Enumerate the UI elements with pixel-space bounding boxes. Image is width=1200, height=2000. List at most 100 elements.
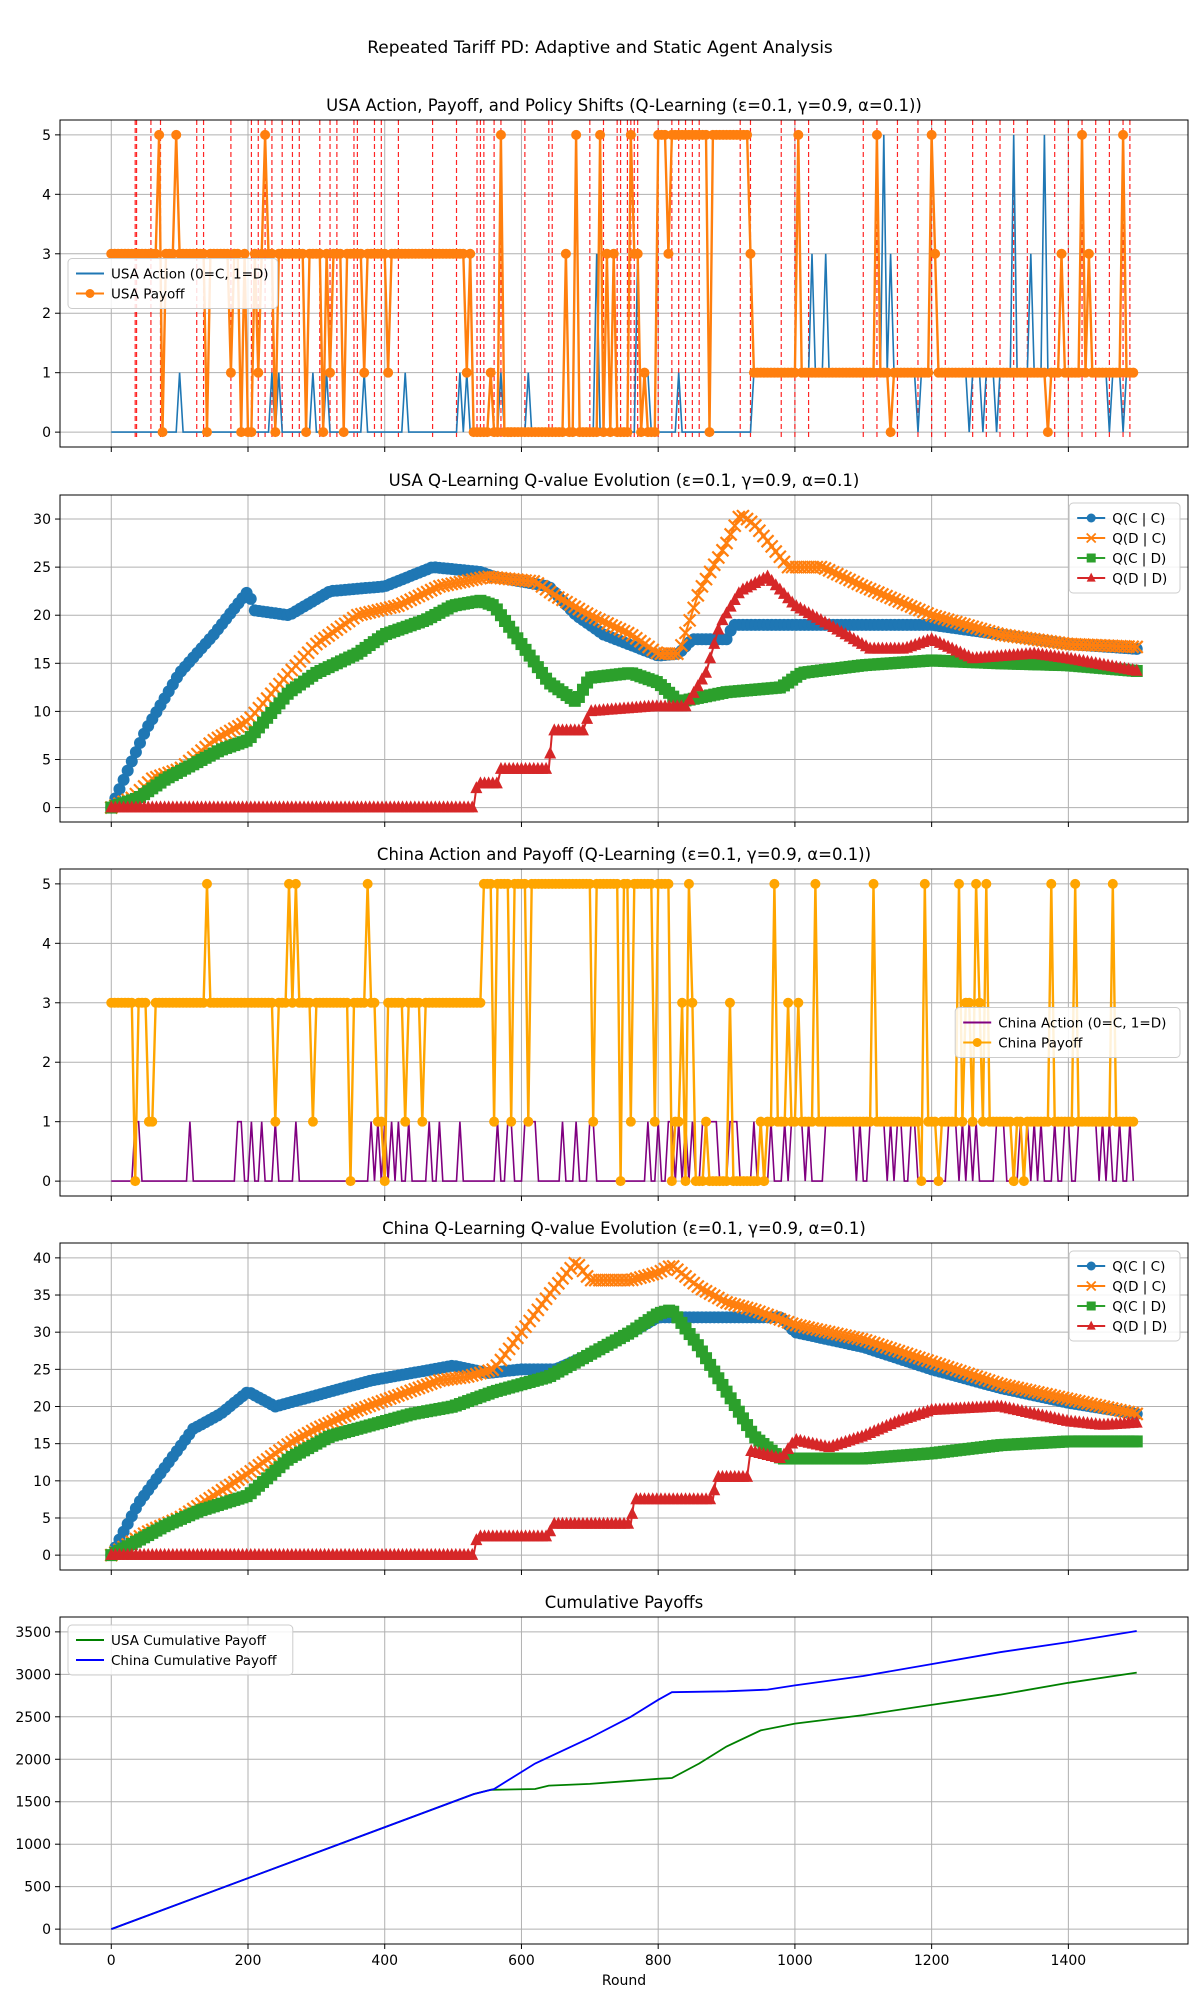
x-axis-label: Round — [602, 1973, 646, 1989]
data-point — [1047, 1389, 1062, 1403]
data-point — [140, 997, 151, 1008]
data-point — [129, 746, 142, 759]
data-point — [953, 1364, 968, 1379]
data-point — [544, 746, 557, 759]
data-point — [700, 665, 713, 678]
data-point — [740, 1301, 754, 1315]
data-point — [506, 1116, 517, 1127]
data-point — [1042, 427, 1053, 438]
data-point — [117, 773, 130, 786]
data-point — [490, 776, 503, 789]
data-point — [701, 1116, 712, 1127]
data-point — [1118, 129, 1129, 140]
data-point — [225, 367, 236, 378]
data-point — [227, 721, 242, 736]
plot-area — [106, 120, 1139, 439]
data-point — [293, 1430, 307, 1445]
data-point — [1066, 1116, 1077, 1127]
data-point — [755, 1116, 766, 1127]
data-point — [663, 248, 674, 259]
data-point — [1088, 1398, 1103, 1412]
legend-marker — [972, 1038, 982, 1047]
data-point — [1008, 1176, 1019, 1187]
data-point — [580, 606, 594, 621]
data-point — [779, 1116, 790, 1127]
data-point — [584, 609, 598, 623]
data-point — [130, 1176, 141, 1187]
data-point — [908, 601, 923, 616]
data-point — [604, 618, 619, 633]
y-tick-label: 5 — [42, 1511, 51, 1527]
data-point — [904, 1348, 918, 1362]
data-point — [301, 1426, 315, 1441]
data-point — [523, 1116, 534, 1127]
data-point — [154, 129, 165, 140]
series-3 — [105, 594, 1143, 814]
data-point — [633, 1270, 648, 1285]
data-point — [712, 622, 725, 635]
data-point — [994, 1377, 1009, 1392]
series-1 — [105, 561, 1143, 814]
data-point — [822, 563, 836, 578]
data-point — [287, 997, 298, 1008]
data-point — [249, 248, 260, 259]
data-point — [359, 997, 370, 1008]
data-point — [752, 1305, 767, 1319]
data-point — [157, 427, 168, 438]
data-point — [417, 1116, 428, 1127]
data-point — [1076, 1395, 1091, 1410]
data-point — [892, 1344, 906, 1358]
data-point — [1104, 1116, 1115, 1127]
data-point — [807, 1116, 817, 1127]
data-point — [868, 878, 879, 889]
y-tick-label: 40 — [33, 1251, 51, 1267]
y-tick-label: 0 — [42, 1548, 51, 1564]
axes-frame — [59, 119, 1189, 448]
data-point — [636, 427, 647, 438]
data-point — [846, 575, 861, 589]
data-point — [716, 613, 729, 626]
data-point — [1019, 1383, 1033, 1397]
data-point — [687, 685, 700, 698]
y-tick-label: 10 — [33, 1474, 51, 1490]
data-point — [834, 1328, 849, 1342]
series-line — [110, 1671, 1137, 1930]
data-point — [822, 1325, 836, 1339]
data-point — [863, 582, 877, 597]
data-point — [950, 1116, 961, 1127]
data-point — [495, 129, 506, 140]
data-point — [801, 1320, 816, 1335]
data-point — [703, 565, 717, 579]
data-point — [773, 1312, 787, 1327]
data-point — [622, 427, 633, 438]
data-point — [908, 1349, 923, 1364]
data-point — [933, 1357, 947, 1372]
data-point — [719, 1295, 734, 1310]
data-point — [637, 1269, 652, 1284]
data-point — [707, 1288, 722, 1303]
legend-label: USA Cumulative Payoff — [111, 1633, 267, 1649]
y-tick-label: 2500 — [15, 1710, 51, 1726]
data-point — [871, 1337, 886, 1352]
subplot-title: USA Q-Learning Q-value Evolution (ε=0.1,… — [389, 471, 860, 490]
y-tick-label: 500 — [24, 1880, 51, 1896]
data-point — [777, 1314, 791, 1328]
y-tick-label: 1 — [42, 366, 51, 382]
data-point — [724, 599, 737, 612]
data-point — [1015, 1116, 1026, 1127]
data-point — [222, 248, 233, 259]
y-tick-label: 4 — [42, 936, 51, 952]
data-point — [957, 1365, 972, 1380]
data-point — [879, 589, 894, 603]
data-point — [1107, 878, 1118, 889]
data-point — [416, 1379, 430, 1394]
subplot-title: Cumulative Payoffs — [545, 1593, 704, 1612]
data-point — [793, 1319, 808, 1333]
data-point — [789, 367, 800, 378]
data-point — [745, 248, 756, 259]
data-point — [673, 1116, 684, 1127]
data-point — [219, 726, 233, 741]
data-point — [1073, 367, 1084, 378]
subplot-panels: USA Action, Payoff, and Policy Shifts (Q… — [15, 96, 1189, 1989]
data-point — [1128, 367, 1139, 378]
